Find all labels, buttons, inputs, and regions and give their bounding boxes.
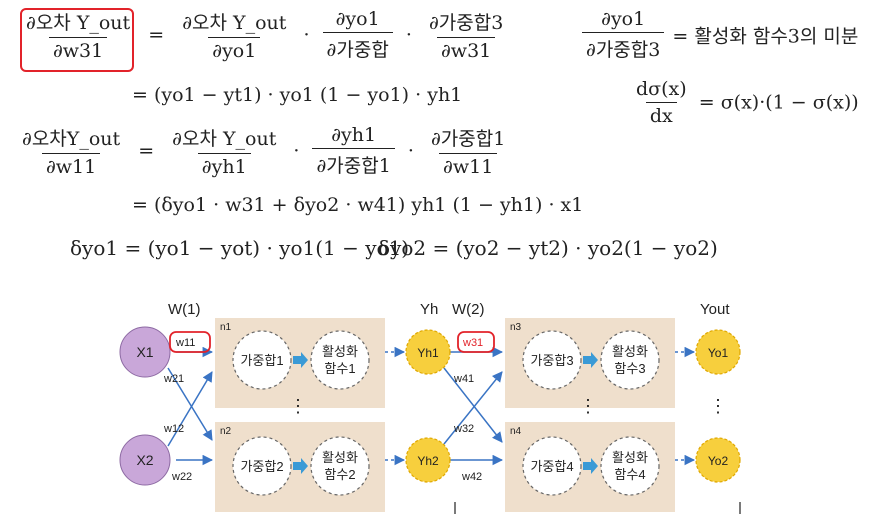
- equation-w11: ∂오차Y_out ∂w11 = ∂오차 Y_out ∂yh1 · ∂yh1 ∂가…: [16, 124, 511, 178]
- weight-w32: w32: [453, 423, 474, 435]
- input-node-x2: [119, 434, 171, 486]
- equation-w31: ∂오차 Y_out ∂w31 = ∂오차 Y_out ∂yo1 · ∂yo1 ∂…: [20, 8, 509, 62]
- act-top-3: 활성화: [612, 344, 648, 359]
- output-label-yo2: Yo2: [708, 454, 729, 468]
- equation-w11-line2: = (δyo1 · w31 + δyo2 · w41) yh1 (1 − yh1…: [132, 194, 584, 216]
- weighted-sum-node-1: [232, 330, 292, 390]
- output-label-yo1: Yo1: [708, 346, 729, 360]
- activation-derivative-definition: ∂yo1 ∂가중합3 = 활성화 함수3의 미분: [580, 8, 858, 62]
- term1-denominator: ∂yo1: [208, 37, 261, 62]
- term2-fraction: ∂yo1 ∂가중합: [322, 8, 393, 62]
- flow-arrow-3: [583, 352, 598, 368]
- term23-denominator: ∂w11: [439, 153, 498, 178]
- wsum-label-1: 가중합1: [240, 353, 283, 368]
- wsum-label-4: 가중합4: [530, 459, 573, 474]
- flow-arrow-1: [293, 352, 308, 368]
- sig-denominator: dx: [645, 102, 677, 127]
- yh-label: Yh: [420, 301, 438, 318]
- edge-yh1-n4: [443, 367, 503, 443]
- term22-numerator: ∂yh1: [331, 124, 377, 146]
- weighted-sum-node-3: [522, 330, 582, 390]
- hidden-node-yh2: [405, 437, 451, 483]
- w1-label: W(1): [168, 301, 201, 318]
- def-denominator: ∂가중합3: [582, 32, 665, 62]
- hidden-node-yh1: [405, 329, 451, 375]
- w2-label: W(2): [452, 301, 485, 318]
- n4-label: n4: [510, 426, 522, 437]
- weighted-sum-node-4: [522, 436, 582, 496]
- act-bot-4: 함수4: [614, 467, 645, 482]
- wsum-label-3: 가중합3: [530, 353, 573, 368]
- wsum-label-2: 가중합2: [240, 459, 283, 474]
- weighted-sum-node-2: [232, 436, 292, 496]
- lhs2-numerator: ∂오차Y_out: [22, 128, 121, 150]
- w31-highlight: [457, 331, 495, 353]
- def-rhs: = 활성화 함수3의 미분: [672, 25, 859, 48]
- term23-numerator: ∂가중합1: [430, 128, 506, 150]
- w11-highlight: [169, 331, 211, 353]
- output-node-yo1: [695, 329, 741, 375]
- act-bot-3: 함수3: [614, 361, 645, 376]
- highlight-box-lhs: [20, 8, 134, 72]
- activation-node-2: [310, 436, 370, 496]
- ellipsis-1: ⋮: [289, 396, 307, 416]
- lhs-fraction-w31: ∂오차 Y_out ∂w31: [22, 8, 134, 62]
- yout-label: Yout: [700, 301, 730, 318]
- lhs2-denominator: ∂w11: [41, 153, 101, 178]
- hidden-label-yh2: Yh2: [417, 454, 439, 468]
- term3-numerator: ∂가중합3: [428, 12, 504, 34]
- ellipsis-3: ⋮: [709, 396, 727, 416]
- term22-denominator: ∂가중합1: [312, 148, 395, 178]
- weight-w21: w21: [163, 373, 184, 385]
- term21-denominator: ∂yh1: [197, 153, 251, 178]
- lhs-numerator: ∂오차 Y_out: [26, 12, 131, 34]
- term2-denominator: ∂가중합: [322, 32, 393, 62]
- act-bot-2: 함수2: [324, 467, 355, 482]
- activation-node-3: [600, 330, 660, 390]
- term2-numerator: ∂yo1: [335, 8, 380, 30]
- term1-numerator: ∂오차 Y_out: [182, 12, 287, 34]
- ellipsis-2: ⋮: [579, 396, 597, 416]
- n3-label: n3: [510, 322, 522, 333]
- term3-denominator: ∂w31: [436, 37, 496, 62]
- act-top-4: 활성화: [612, 450, 648, 465]
- sig-rhs: = σ(x)·(1 − σ(x)): [698, 91, 859, 114]
- input-label-x1: X1: [136, 344, 153, 360]
- delta-yo1: δyo1 = (yo1 − yot) · yo1(1 − yo1): [70, 236, 410, 260]
- weight-w22: w22: [171, 471, 192, 483]
- term3-fraction: ∂가중합3 ∂w31: [425, 8, 507, 62]
- flow-arrow-2: [293, 458, 308, 474]
- lhs-denominator: ∂w31: [48, 37, 108, 62]
- weight-w11: w11: [175, 337, 195, 349]
- weight-w41: w41: [453, 373, 474, 385]
- term21-numerator: ∂오차 Y_out: [172, 128, 277, 150]
- n1-label: n1: [220, 322, 232, 333]
- neural-network-diagram: W(1) Yh W(2) Yout n1 n2 n3 n4 X1 X2 w11 …: [119, 301, 741, 514]
- sig-numerator: dσ(x): [636, 78, 687, 100]
- weight-w31: w31: [462, 337, 483, 349]
- edge-x1-n2: [167, 367, 213, 441]
- n2-label: n2: [220, 426, 232, 437]
- act-top-2: 활성화: [322, 450, 358, 465]
- delta-yo2: δyo2 = (yo2 − yt2) · yo2(1 − yo2): [378, 236, 718, 260]
- act-top-1: 활성화: [322, 344, 358, 359]
- hidden-label-yh1: Yh1: [417, 346, 439, 360]
- activation-node-1: [310, 330, 370, 390]
- def-numerator: ∂yo1: [601, 8, 646, 30]
- act-bot-1: 함수1: [324, 361, 355, 376]
- edge-yh2-n3: [443, 371, 503, 445]
- activation-node-4: [600, 436, 660, 496]
- input-node-x1: [119, 326, 171, 378]
- sigmoid-derivative: dσ(x) dx = σ(x)·(1 − σ(x)): [630, 78, 859, 127]
- term1-fraction: ∂오차 Y_out ∂yo1: [178, 8, 290, 62]
- weight-w42: w42: [461, 471, 482, 483]
- equation-w31-line2: = (yo1 − yt1) · yo1 (1 − yo1) · yh1: [132, 84, 463, 106]
- edge-x2-n1: [167, 371, 213, 447]
- weight-w12: w12: [163, 423, 184, 435]
- flow-arrow-4: [583, 458, 598, 474]
- input-label-x2: X2: [136, 452, 153, 468]
- output-node-yo2: [695, 437, 741, 483]
